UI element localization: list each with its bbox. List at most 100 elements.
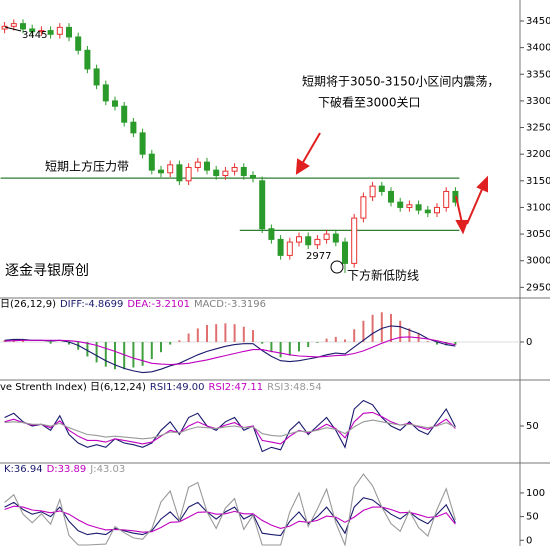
y-tick-label: 3100 bbox=[526, 202, 550, 213]
panel-header: 日(26,12,9) DIFF:-4.8699 DEA:-3.2101 MACD:-3… bbox=[0, 299, 266, 310]
legend-entry: D:33.89 bbox=[47, 464, 87, 475]
indicator-line bbox=[4, 473, 456, 546]
y-tick-label: 3000 bbox=[526, 256, 550, 267]
y-tick-label: 3200 bbox=[526, 149, 550, 160]
y-tick-label: 0 bbox=[526, 535, 532, 546]
candle-body bbox=[75, 36, 82, 51]
candle-body bbox=[296, 236, 302, 243]
legend-entry: K:36.94 bbox=[4, 464, 43, 475]
indicator-line bbox=[4, 336, 456, 366]
y-tick-label: 3150 bbox=[526, 176, 550, 187]
candle-body bbox=[360, 196, 367, 219]
arrows bbox=[295, 132, 488, 235]
pointer bbox=[4, 26, 22, 32]
annotation: 下方新低防线 bbox=[347, 268, 419, 283]
candle-body bbox=[213, 169, 220, 176]
arrow bbox=[301, 132, 321, 165]
candle-body bbox=[47, 30, 54, 35]
candle-body bbox=[415, 204, 422, 211]
candle-body bbox=[369, 185, 376, 198]
annotation: 逐金寻银原创 bbox=[5, 263, 89, 279]
candle-body bbox=[268, 228, 275, 240]
y-tick-label: 3450 bbox=[526, 16, 550, 27]
candle-body bbox=[130, 121, 137, 134]
candle-body bbox=[38, 30, 45, 33]
candle-body bbox=[167, 164, 174, 174]
candle-body bbox=[139, 132, 146, 155]
candle-body bbox=[378, 185, 385, 192]
arrow bbox=[455, 195, 463, 224]
candle-body bbox=[305, 236, 312, 246]
panel-header: ve Strenth Index) 日(6,12,24) RSI1:49.00 RS… bbox=[0, 382, 322, 393]
legend-entry: MACD:-3.3196 bbox=[194, 299, 266, 310]
y-tick-label: 3050 bbox=[526, 229, 550, 240]
panel-title: 日(26,12,9) bbox=[0, 299, 56, 310]
candle-body bbox=[259, 180, 266, 230]
candle-body bbox=[250, 174, 256, 179]
candle-body bbox=[332, 233, 339, 243]
indicator-line bbox=[4, 497, 456, 537]
y-tick-label: 3250 bbox=[526, 123, 550, 134]
candle-body bbox=[314, 238, 321, 246]
candle-body bbox=[66, 26, 72, 38]
y-tick-label: 2950 bbox=[526, 282, 550, 293]
legend-entry: RSI1:49.00 bbox=[150, 382, 205, 393]
candle-body bbox=[397, 201, 404, 208]
candle-body bbox=[29, 28, 36, 33]
candle-body bbox=[424, 209, 431, 214]
low-marker bbox=[330, 260, 344, 274]
legend-entry: RSI3:48.54 bbox=[267, 382, 322, 393]
arrow-head bbox=[476, 175, 488, 193]
candle-body bbox=[93, 68, 100, 86]
candle-body bbox=[434, 206, 440, 214]
candle-body bbox=[286, 241, 293, 256]
candle-body bbox=[56, 26, 63, 35]
candle-body bbox=[406, 204, 413, 208]
indicator-line bbox=[4, 505, 456, 533]
candle-body bbox=[351, 217, 358, 264]
arrow-head bbox=[455, 220, 469, 235]
candle-body bbox=[102, 84, 109, 102]
y-tick-label: 50 bbox=[526, 421, 539, 432]
candle-body bbox=[121, 105, 128, 123]
panel-title: ve Strenth Index) 日(6,12,24) bbox=[0, 382, 146, 393]
candle-body bbox=[112, 100, 118, 107]
candle-body bbox=[240, 166, 247, 176]
candle-body bbox=[277, 238, 284, 256]
candle-body bbox=[10, 23, 17, 27]
y-tick-label: 3400 bbox=[526, 43, 550, 54]
candle-body bbox=[148, 153, 155, 171]
candle-body bbox=[20, 23, 26, 30]
y-tick-label: 100 bbox=[526, 488, 545, 499]
candle-body bbox=[176, 164, 183, 182]
candle-body bbox=[323, 233, 330, 240]
candle-body bbox=[443, 190, 450, 208]
annotation: 短期上方压力带 bbox=[45, 159, 129, 174]
y-tick-label: 0 bbox=[526, 337, 532, 348]
candle-body bbox=[231, 166, 238, 172]
annotation: 下破看至3000关口 bbox=[318, 95, 421, 110]
candle-body bbox=[158, 169, 164, 174]
candle-body bbox=[194, 161, 201, 168]
candle-body bbox=[185, 166, 192, 182]
y-tick-label: 50 bbox=[526, 512, 539, 523]
candle-body bbox=[388, 190, 394, 203]
candle-body bbox=[222, 170, 229, 176]
panel-header: K:36.94 D:33.89 J:43.03 bbox=[4, 464, 125, 475]
arrow bbox=[466, 186, 484, 225]
legend-entry: DEA:-3.2101 bbox=[127, 299, 190, 310]
candle-body bbox=[342, 241, 348, 264]
candle-body bbox=[204, 161, 210, 171]
annotation: 2977 bbox=[306, 251, 331, 262]
y-tick-label: 3350 bbox=[526, 69, 550, 80]
y-tick-label: 3300 bbox=[526, 96, 550, 107]
legend-entry: RSI2:47.11 bbox=[209, 382, 264, 393]
annotation: 短期将于3050-3150小区间内震荡， bbox=[302, 75, 499, 89]
legend-entry: DIFF:-4.8699 bbox=[60, 299, 123, 310]
indicator-line bbox=[4, 411, 456, 445]
annotation: 3445 bbox=[22, 30, 47, 41]
legend-entry: J:43.03 bbox=[89, 464, 125, 475]
indicator-line bbox=[4, 419, 456, 440]
